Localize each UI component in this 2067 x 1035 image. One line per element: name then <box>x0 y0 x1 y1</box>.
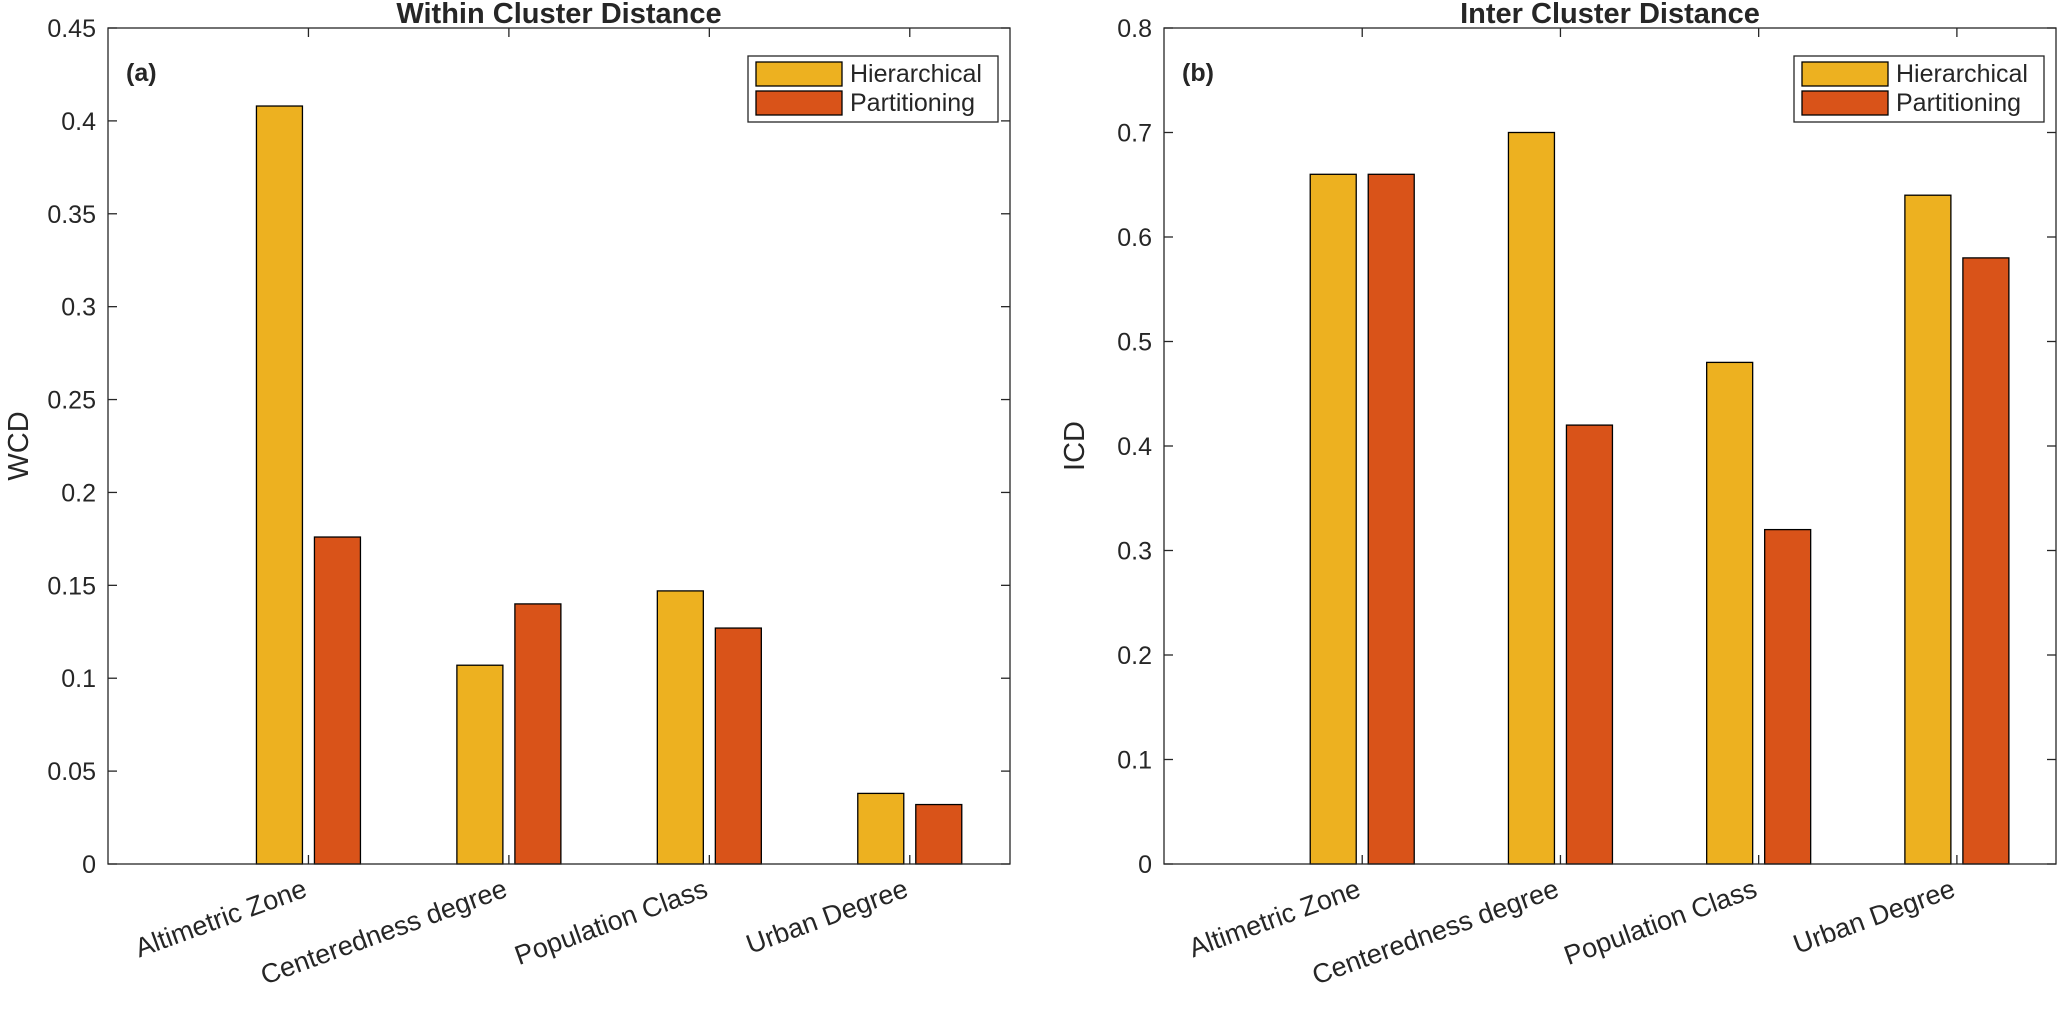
ytick-label: 0.3 <box>1117 538 1152 566</box>
ytick-label: 0.2 <box>61 479 96 507</box>
category-label: Urban Degree <box>1789 873 1959 959</box>
ytick-label: 0.2 <box>1117 642 1152 670</box>
category-label: Population Class <box>511 873 712 970</box>
chart-title: Inter Cluster Distance <box>1460 0 1760 30</box>
legend-label-partitioning: Partitioning <box>850 89 975 117</box>
bar-partitioning-2 <box>1764 528 1812 865</box>
ytick-label: 0 <box>82 851 96 879</box>
ytick-label: 0.6 <box>1117 224 1152 252</box>
bar-hierarchical-2 <box>656 590 704 865</box>
legend-swatch-hierarchical <box>1801 61 1889 87</box>
bar-hierarchical-2 <box>1706 361 1754 865</box>
bar-hierarchical-1 <box>1507 131 1556 865</box>
ytick-label: 0.3 <box>61 294 96 322</box>
category-label: Altimetric Zone <box>131 873 310 963</box>
panel-label: (b) <box>1182 59 1214 87</box>
ytick-label: 0 <box>1138 851 1152 879</box>
axes-box <box>107 27 1011 865</box>
ytick-label: 0.1 <box>1117 747 1152 775</box>
legend-label-partitioning: Partitioning <box>1896 89 2021 117</box>
bar-partitioning-0 <box>313 536 362 865</box>
bar-partitioning-0 <box>1367 173 1415 865</box>
chart-title: Within Cluster Distance <box>396 0 721 30</box>
bar-hierarchical-3 <box>1904 194 1952 865</box>
panel-label: (a) <box>126 59 157 87</box>
y-axis-label: ICD <box>1059 421 1091 471</box>
y-axis-label: WCD <box>3 411 35 480</box>
ytick-label: 0.4 <box>1117 433 1152 461</box>
legend-swatch-partitioning <box>755 90 843 116</box>
bar-partitioning-3 <box>915 803 963 865</box>
legend-swatch-partitioning <box>1801 90 1889 116</box>
ytick-label: 0.8 <box>1117 15 1152 43</box>
legend-swatch-hierarchical <box>755 61 843 87</box>
chart-panel-a: 0 0.05 0.1 0.15 0.2 0.25 0.3 0.35 0.4 0.45 Altimet… <box>3 0 1011 990</box>
legend-label-hierarchical: Hierarchical <box>1896 60 2028 88</box>
ytick-label: 0.05 <box>47 758 96 786</box>
ytick-label: 0.7 <box>1117 120 1152 148</box>
bar-partitioning-1 <box>1565 424 1614 865</box>
chart-panel-b: 0 0.1 0.2 0.3 0.4 0.5 0.6 0.7 0.8 Altimetric Zone… <box>1059 0 2057 990</box>
ytick-label: 0.1 <box>61 665 96 693</box>
category-label: Population Class <box>1560 873 1761 970</box>
ytick-label: 0.5 <box>1117 329 1152 357</box>
bar-hierarchical-0 <box>1309 173 1357 865</box>
bar-partitioning-2 <box>714 627 762 865</box>
category-label: Altimetric Zone <box>1185 873 1364 963</box>
ytick-label: 0.45 <box>47 15 96 43</box>
ytick-label: 0.35 <box>47 201 96 229</box>
legend-label-hierarchical: Hierarchical <box>850 60 982 88</box>
bar-hierarchical-3 <box>857 792 905 865</box>
bar-hierarchical-0 <box>255 105 304 865</box>
bar-hierarchical-1 <box>456 664 504 865</box>
bar-partitioning-1 <box>514 603 562 865</box>
ytick-label: 0.15 <box>47 572 96 600</box>
bar-partitioning-3 <box>1962 257 2010 865</box>
ytick-label: 0.25 <box>47 387 96 415</box>
category-label: Urban Degree <box>742 873 912 959</box>
ytick-label: 0.4 <box>61 108 96 136</box>
